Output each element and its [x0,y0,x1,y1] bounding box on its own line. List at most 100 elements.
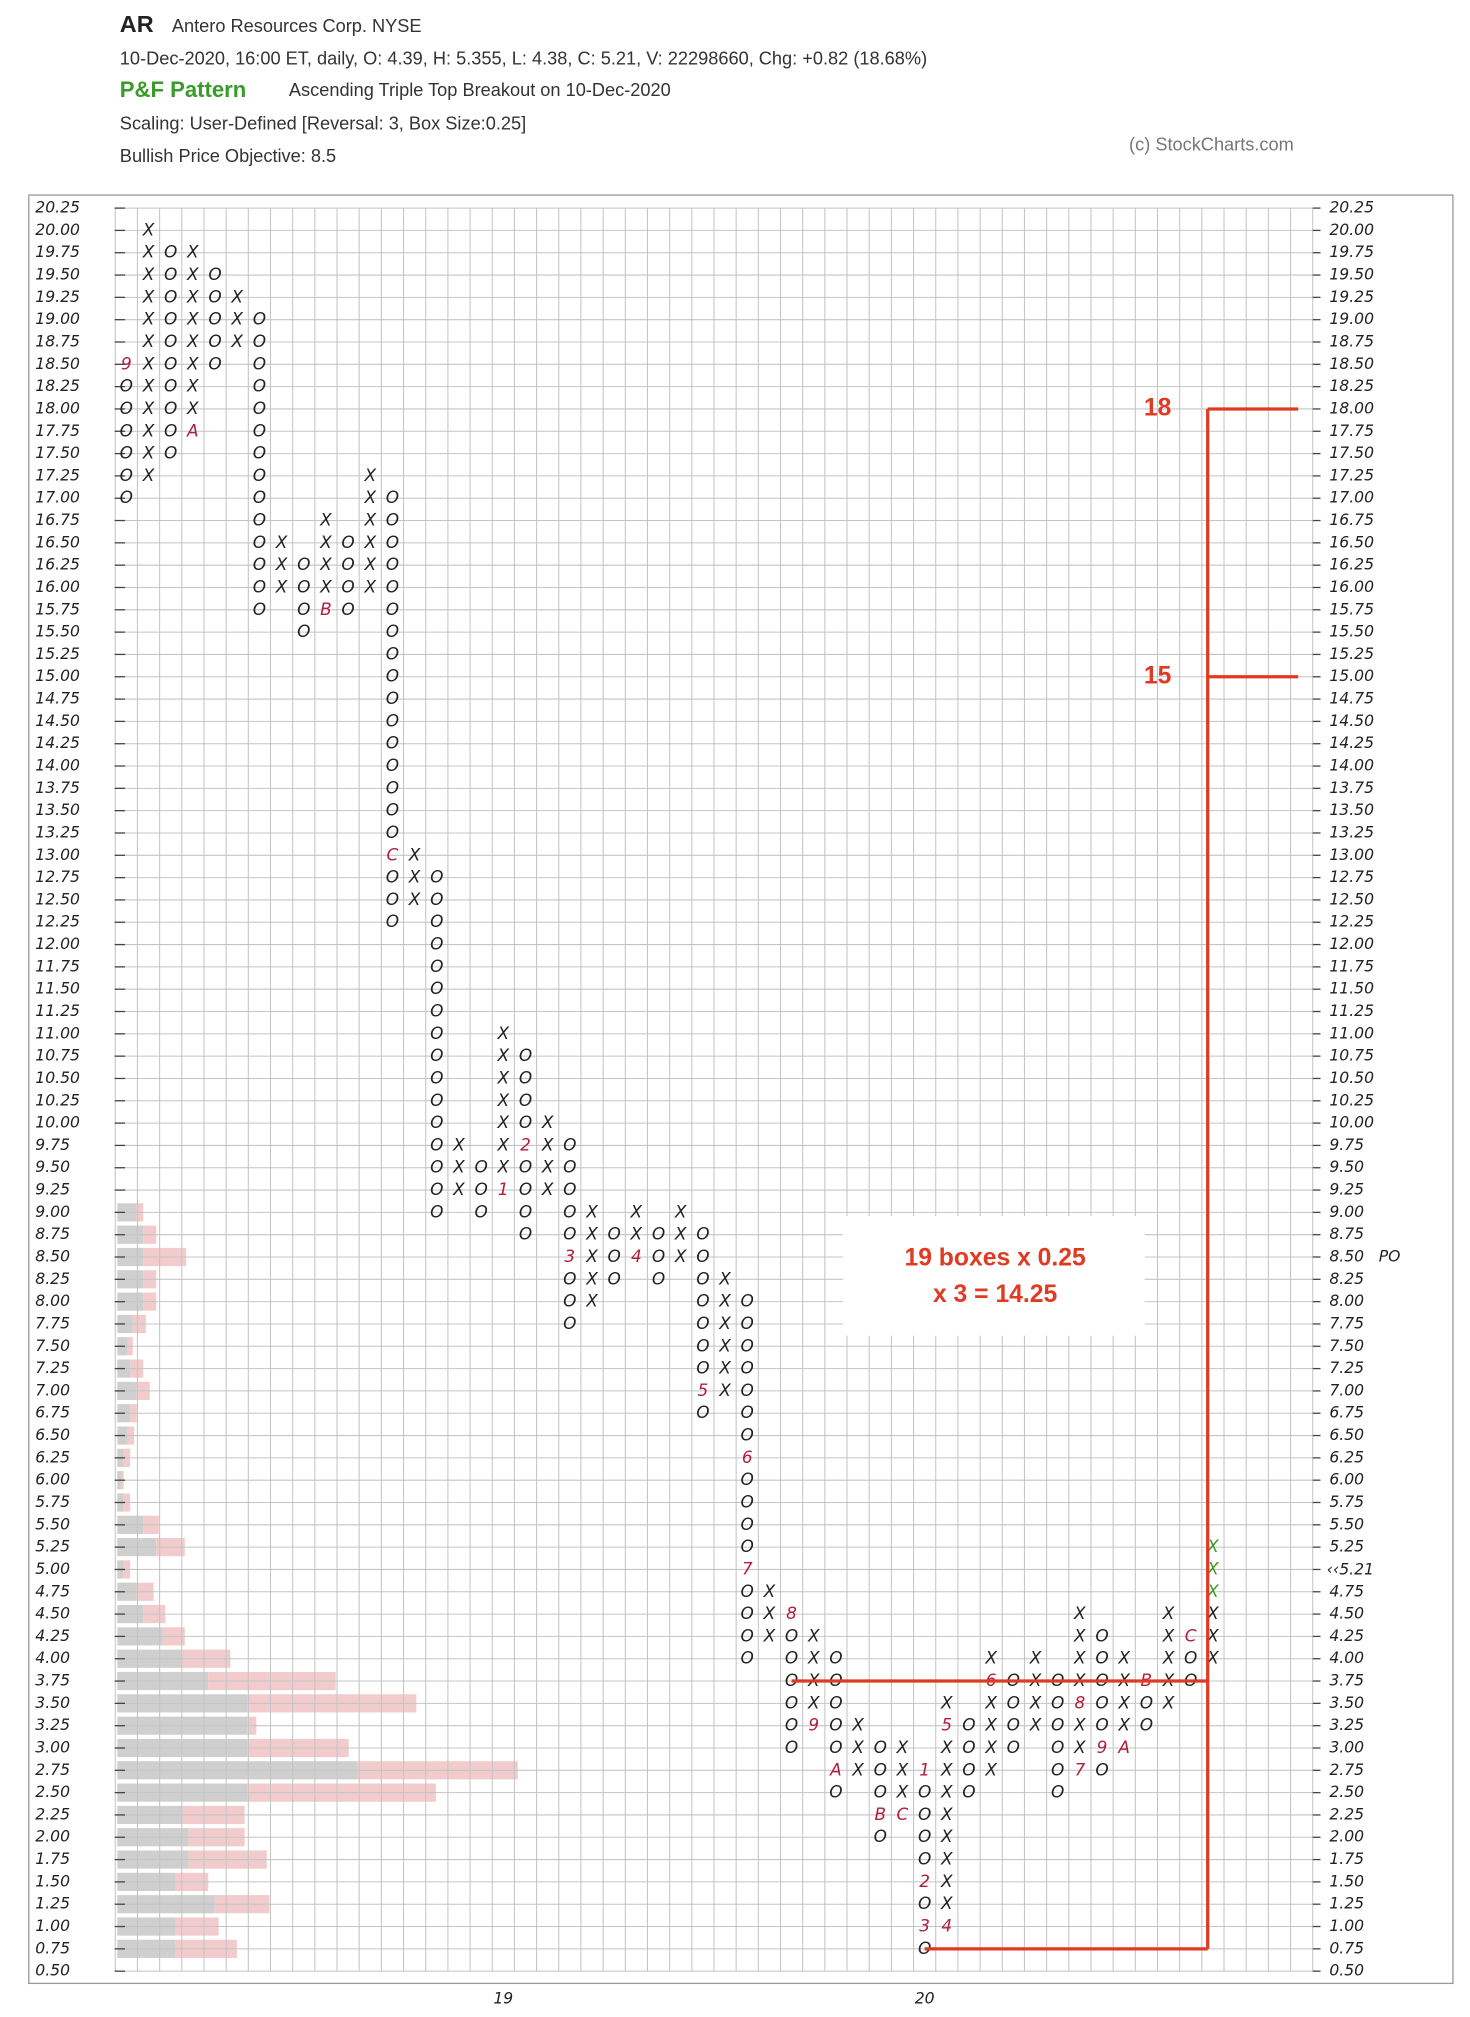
y-tick-label: 7.00 [35,1381,70,1399]
x-box: X [630,1224,643,1244]
o-box: O [208,264,221,284]
y-tick-label: 8.75 [35,1225,70,1243]
o-box: O [386,643,399,663]
o-box: O [386,800,399,820]
month-label: C [897,1804,909,1824]
y-tick-label: 6.75 [35,1404,70,1422]
y-tick-label: 12.25 [1329,913,1374,931]
o-box: O [386,822,399,842]
o-box: O [341,599,354,619]
x-box: X [319,554,332,574]
x-box: X [142,286,155,306]
o-box: O [874,1737,887,1757]
x-box: X [1073,1625,1086,1645]
o-box: O [563,1157,576,1177]
month-label: C [1185,1625,1197,1645]
y-tick-label: 15.25 [1329,645,1374,663]
y-tick-label: 18.25 [35,377,80,395]
x-box: X [940,1759,953,1779]
y-tick-label: 1.50 [35,1872,70,1890]
x-box: X [718,1335,731,1355]
o-box: O [386,487,399,507]
o-box: O [519,1201,532,1221]
y-tick-label: 17.00 [1329,489,1374,507]
o-box: O [741,1648,754,1668]
x-box: X [142,264,155,284]
x-box: X [1162,1648,1175,1668]
o-box: O [741,1491,754,1511]
o-box: O [386,532,399,552]
o-box: O [829,1715,842,1735]
y-tick-label: 12.00 [35,935,80,953]
o-box: O [208,309,221,329]
month-label: A [829,1759,842,1779]
y-tick-label: 1.75 [35,1850,70,1868]
x-box: X [630,1201,643,1221]
o-box: O [208,286,221,306]
x-box: X [497,1134,510,1154]
o-box: O [918,1938,931,1958]
x-box: X [1029,1648,1042,1668]
y-tick-label: 8.75 [1329,1225,1364,1243]
o-box: O [120,376,133,396]
o-box: O [741,1581,754,1601]
o-box: O [696,1246,709,1266]
o-box: O [563,1134,576,1154]
month-label: 9 [1097,1737,1108,1757]
x-box: X [896,1782,909,1802]
x-box: X [718,1358,731,1378]
y-tick-label: 5.00 [35,1560,70,1578]
x-box: X [1206,1581,1219,1601]
credit: (c) StockCharts.com [1129,134,1294,154]
y-tick-label: 11.25 [1329,1002,1374,1020]
month-label: C [387,844,399,864]
y-tick-label: 5.25 [35,1538,70,1556]
x-box: X [186,331,199,351]
o-box: O [253,398,266,418]
o-box: O [474,1179,487,1199]
y-tick-label: 1.75 [1329,1850,1364,1868]
o-box: O [430,1067,443,1087]
y-tick-label: 17.75 [1329,422,1374,440]
o-box: O [741,1313,754,1333]
y-tick-label: 4.75 [35,1582,70,1600]
o-box: O [563,1313,576,1333]
o-box: O [120,420,133,440]
o-box: O [430,1201,443,1221]
o-box: O [563,1201,576,1221]
y-tick-label: 3.25 [1329,1716,1364,1734]
y-tick-label: 9.25 [35,1181,70,1199]
x-box: X [363,576,376,596]
o-box: O [430,1134,443,1154]
x-box: X [142,242,155,262]
o-box: O [386,710,399,730]
month-label: 5 [941,1715,952,1735]
x-box: X [1073,1603,1086,1623]
y-tick-label: 5.75 [1329,1493,1364,1511]
y-tick-label: 12.00 [1329,935,1374,953]
x-box: X [1117,1648,1130,1668]
o-box: O [962,1759,975,1779]
o-box: O [474,1201,487,1221]
x-box: X [1029,1715,1042,1735]
x-box: X [1162,1625,1175,1645]
x-box: X [984,1759,997,1779]
x-box: X [497,1045,510,1065]
x-box: X [142,443,155,463]
y-tick-label: 2.75 [35,1761,70,1779]
y-tick-label: 0.75 [1329,1939,1364,1957]
x-box: X [984,1737,997,1757]
x-box: X [1073,1648,1086,1668]
y-tick-label: 6.50 [1329,1426,1364,1444]
y-tick-label: 7.25 [35,1359,70,1377]
y-tick-label: 10.50 [1329,1069,1374,1087]
o-box: O [918,1849,931,1869]
x-box: X [497,1157,510,1177]
x-box: X [186,286,199,306]
o-box: O [120,398,133,418]
y-tick-label: 15.25 [35,645,80,663]
y-tick-label: 16.25 [1329,556,1374,574]
y-tick-label: 10.25 [35,1091,80,1109]
y-tick-label: 11.75 [35,957,80,975]
x-box: X [1162,1603,1175,1623]
